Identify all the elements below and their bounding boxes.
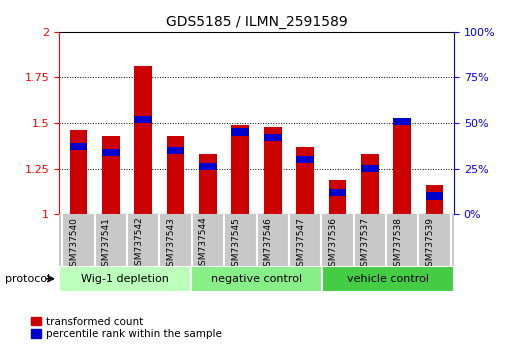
Text: GSM737544: GSM737544 — [199, 217, 208, 272]
Text: negative control: negative control — [211, 274, 302, 284]
Bar — [199, 163, 217, 170]
Bar — [328, 189, 346, 196]
Bar — [426, 192, 443, 200]
Bar — [393, 119, 411, 214]
Bar — [134, 116, 152, 123]
Bar — [328, 179, 346, 214]
Text: GSM737547: GSM737547 — [296, 217, 305, 272]
Bar — [361, 154, 379, 214]
Text: Wig-1 depletion: Wig-1 depletion — [81, 274, 169, 284]
Text: GSM737543: GSM737543 — [167, 217, 175, 272]
Text: GSM737545: GSM737545 — [231, 217, 240, 272]
Title: GDS5185 / ILMN_2591589: GDS5185 / ILMN_2591589 — [166, 16, 347, 29]
Bar — [264, 127, 282, 214]
Bar — [59, 266, 191, 292]
Bar — [393, 118, 411, 125]
Text: GSM737538: GSM737538 — [393, 217, 402, 272]
Text: GSM737539: GSM737539 — [426, 217, 435, 272]
Bar — [70, 130, 87, 214]
Text: GSM737542: GSM737542 — [134, 217, 143, 272]
Text: GSM737536: GSM737536 — [328, 217, 338, 272]
Bar — [361, 165, 379, 172]
Bar — [199, 154, 217, 214]
Bar — [134, 67, 152, 214]
Bar — [102, 136, 120, 214]
Text: GSM737541: GSM737541 — [102, 217, 111, 272]
Bar — [296, 147, 314, 214]
Bar — [231, 129, 249, 136]
Bar — [264, 134, 282, 141]
Bar — [322, 266, 454, 292]
Bar — [231, 125, 249, 214]
Legend: transformed count, percentile rank within the sample: transformed count, percentile rank withi… — [31, 317, 222, 339]
Bar — [70, 143, 87, 150]
Bar — [167, 147, 185, 154]
Bar — [426, 185, 443, 214]
Text: GSM737537: GSM737537 — [361, 217, 370, 272]
Text: GSM737546: GSM737546 — [264, 217, 273, 272]
Text: vehicle control: vehicle control — [347, 274, 429, 284]
Bar — [191, 266, 322, 292]
Bar — [296, 156, 314, 163]
Text: GSM737540: GSM737540 — [69, 217, 78, 272]
Bar — [167, 136, 185, 214]
Text: protocol: protocol — [5, 274, 50, 284]
Bar — [102, 149, 120, 156]
